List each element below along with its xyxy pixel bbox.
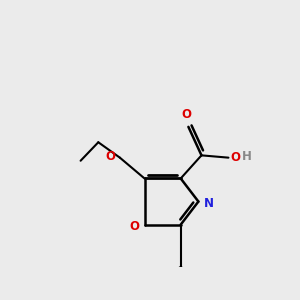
Text: O: O: [231, 151, 241, 164]
Text: N: N: [204, 196, 214, 210]
Text: O: O: [105, 150, 115, 163]
Text: O: O: [129, 220, 139, 233]
Text: O: O: [181, 108, 191, 121]
Text: H: H: [242, 150, 251, 163]
